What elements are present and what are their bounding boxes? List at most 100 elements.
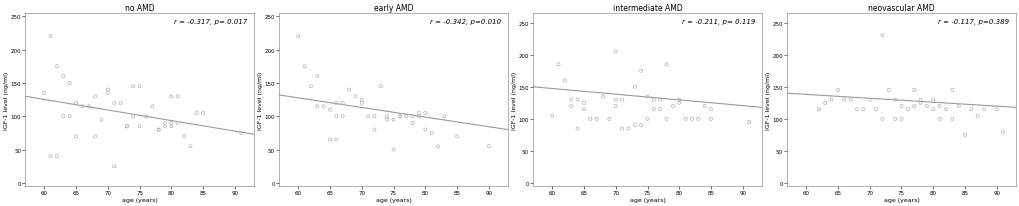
Point <box>309 105 325 108</box>
Y-axis label: IGF-1 level (ng/ml): IGF-1 level (ng/ml) <box>512 71 517 129</box>
Point <box>620 127 636 131</box>
Point <box>911 98 927 102</box>
Point <box>905 89 921 92</box>
Point <box>49 65 65 69</box>
Point <box>55 75 71 78</box>
Point <box>125 85 142 89</box>
Point <box>157 125 173 128</box>
Point <box>328 102 344 105</box>
Point <box>74 105 91 108</box>
X-axis label: age (years): age (years) <box>375 197 411 202</box>
Point <box>297 65 313 69</box>
Point <box>987 108 1004 111</box>
X-axis label: age (years): age (years) <box>121 197 157 202</box>
Point <box>138 115 154 118</box>
Title: early AMD: early AMD <box>373 4 413 13</box>
Point <box>861 98 877 102</box>
Point <box>322 138 338 142</box>
Point <box>664 105 681 108</box>
Text: r = -0.317, p= 0.017: r = -0.317, p= 0.017 <box>173 19 247 25</box>
Point <box>106 165 122 168</box>
Title: no AMD: no AMD <box>124 4 154 13</box>
Point <box>633 124 649 127</box>
Point <box>131 85 148 89</box>
Point <box>702 108 718 111</box>
Point <box>151 128 167 132</box>
Point <box>569 127 585 131</box>
Point <box>918 105 934 108</box>
Point <box>911 102 927 105</box>
Point <box>822 98 839 102</box>
Text: r = -0.117, p=0.389: r = -0.117, p=0.389 <box>936 19 1008 25</box>
Point <box>36 92 52 95</box>
Point <box>397 115 414 118</box>
Point <box>169 122 185 125</box>
Point <box>626 86 642 89</box>
X-axis label: age (years): age (years) <box>629 197 664 202</box>
Point <box>163 125 179 128</box>
Point <box>848 108 864 111</box>
Point <box>879 89 896 92</box>
Point <box>448 135 465 138</box>
Point <box>639 95 655 99</box>
Point <box>118 125 135 128</box>
Point <box>671 102 687 105</box>
Point <box>633 70 649 73</box>
Point <box>93 118 109 122</box>
Point <box>607 98 624 102</box>
Point <box>975 108 991 111</box>
Point <box>411 112 427 115</box>
Point <box>645 108 661 111</box>
Point <box>645 98 661 102</box>
Point <box>118 125 135 128</box>
Point <box>43 155 59 158</box>
Point <box>163 95 179 98</box>
Point <box>944 89 960 92</box>
Point <box>651 98 667 102</box>
Point <box>61 82 77 85</box>
Point <box>405 122 421 125</box>
Point <box>543 115 559 118</box>
Point <box>969 115 985 118</box>
Point <box>867 108 883 111</box>
Point <box>68 135 85 138</box>
Point <box>423 132 439 135</box>
Point <box>683 118 699 121</box>
Point <box>189 112 205 115</box>
Point <box>828 89 845 92</box>
Point <box>550 63 567 67</box>
Point <box>810 108 826 111</box>
Point <box>391 115 408 118</box>
Point <box>87 135 103 138</box>
Point <box>924 108 941 111</box>
Point <box>175 135 192 138</box>
Point <box>151 128 167 132</box>
Point <box>873 118 890 121</box>
Point <box>696 105 712 108</box>
Point <box>328 138 344 142</box>
Point <box>944 118 960 121</box>
Point <box>43 35 59 39</box>
Point <box>702 118 718 121</box>
Point <box>411 115 427 118</box>
Point <box>61 115 77 118</box>
Point <box>163 122 179 125</box>
Point <box>480 145 496 148</box>
Point <box>360 115 376 118</box>
Point <box>924 98 941 102</box>
Point <box>87 95 103 98</box>
Point <box>671 98 687 102</box>
Point <box>887 118 903 121</box>
Point <box>562 105 579 108</box>
Point <box>340 89 357 92</box>
Point <box>385 148 401 152</box>
Point <box>930 105 947 108</box>
Point <box>626 124 642 127</box>
Point <box>594 95 610 99</box>
Point <box>893 118 909 121</box>
Point <box>657 118 674 121</box>
Point <box>68 102 85 105</box>
Point <box>562 98 579 102</box>
Point <box>690 118 706 121</box>
Point <box>391 115 408 118</box>
